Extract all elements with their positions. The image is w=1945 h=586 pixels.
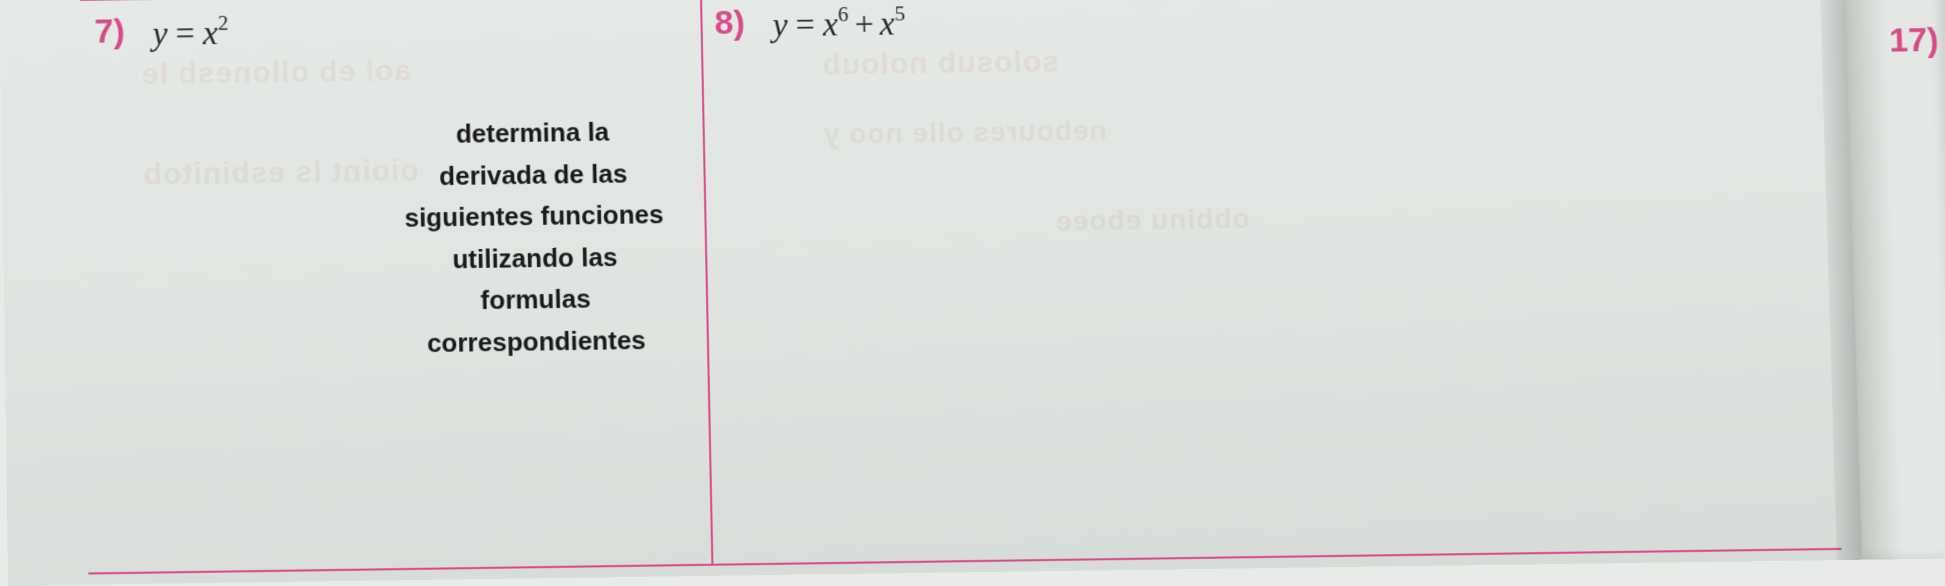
instruction-overlay: determina la derivada de las siguientes …: [382, 111, 687, 366]
instruction-line-1: determina la: [382, 111, 683, 157]
eq8-t2-exp: 5: [894, 1, 905, 25]
problem-8-number: 8): [714, 4, 745, 43]
instruction-line-6: correspondientes: [386, 319, 688, 365]
eq8-t2-base: x: [879, 6, 895, 43]
eq8-equals: =: [787, 7, 823, 44]
instruction-line-5: formulas: [385, 277, 687, 323]
eq7-var: y: [152, 16, 168, 53]
eq7-equals: =: [167, 15, 203, 52]
instruction-line-2: derivada de las: [383, 152, 684, 198]
eq8-plus: +: [848, 6, 880, 43]
eq8-var: y: [772, 7, 788, 44]
problem-8-equation: y=x6+x5: [772, 3, 906, 45]
eq8-t1-base: x: [823, 7, 839, 44]
problem-7-number: 7): [94, 12, 125, 51]
next-page-edge: 17): [1844, 0, 1945, 560]
instruction-line-3: siguientes funciones: [383, 194, 684, 240]
problem-17-number: 17): [1889, 21, 1939, 61]
eq8-t1-exp: 6: [838, 2, 849, 26]
problem-7-equation: y=x2: [152, 13, 229, 54]
worksheet-page: aol eb ollonesb le oioint ls esbinitob s…: [0, 0, 1945, 586]
eq7-exp: 2: [218, 11, 229, 35]
instruction-line-4: utilizando las: [384, 236, 685, 282]
problem-8-cell: 8) y=x6+x5: [700, 0, 1821, 543]
eq7-base: x: [203, 15, 219, 52]
